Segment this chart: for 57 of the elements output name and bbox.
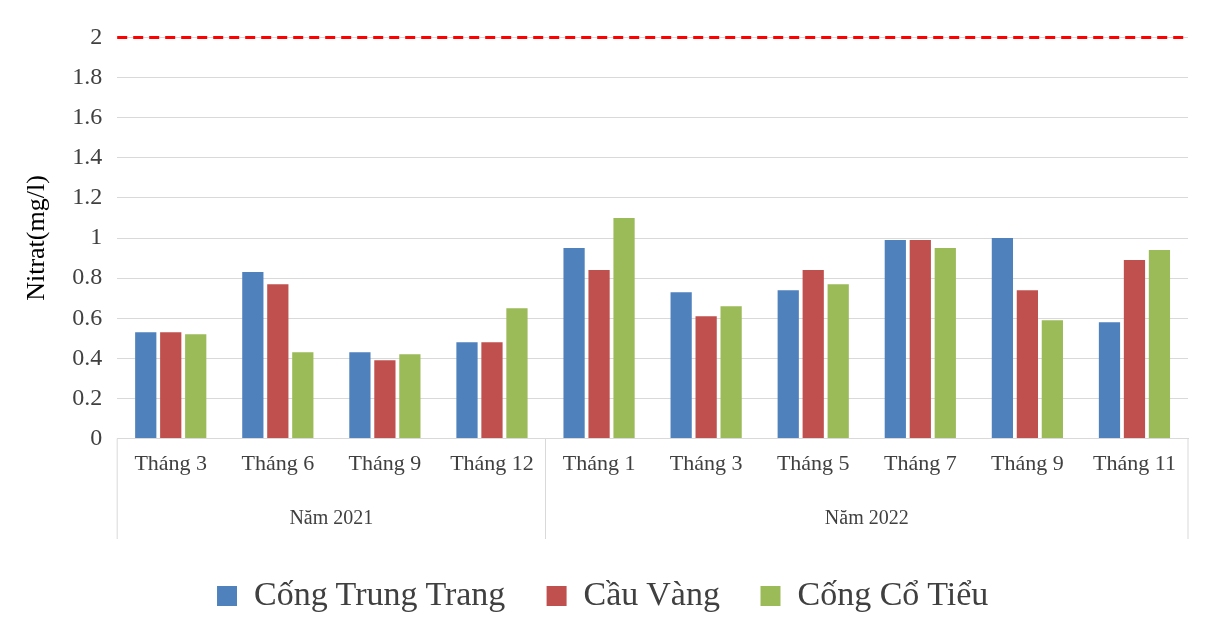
- bar: [1098, 322, 1121, 439]
- x-tick-label: Tháng 11: [1093, 449, 1176, 475]
- bar: [135, 332, 157, 439]
- x-tick-label: Tháng 3: [669, 449, 743, 475]
- y-tick-label: 2: [90, 22, 103, 49]
- bar: [563, 248, 585, 439]
- x-tick-label: Tháng 3: [134, 449, 208, 475]
- bar: [588, 270, 610, 439]
- x-tick-label: Tháng 6: [241, 449, 315, 475]
- text: Năm 2021: [289, 506, 374, 529]
- x-tick-label: Tháng 9: [348, 449, 422, 475]
- y-axis-title: Nitrat(mg/l): [21, 175, 51, 301]
- bar: [827, 284, 849, 439]
- y-tick-label: 0.6: [72, 303, 103, 330]
- bar: [292, 352, 314, 439]
- bar: [991, 238, 1014, 439]
- bar: [185, 334, 207, 439]
- bar: [506, 308, 528, 439]
- bar: [399, 354, 421, 439]
- bar: [695, 316, 717, 439]
- bar: [613, 217, 635, 439]
- bar: [909, 240, 931, 439]
- y-tick-label: 1.6: [72, 102, 103, 129]
- bar: [884, 240, 906, 439]
- y-tick-label: 1: [90, 223, 103, 250]
- bar: [349, 352, 371, 439]
- x-tick-label: Tháng 5: [776, 449, 850, 475]
- text: Năm 2022: [824, 506, 909, 529]
- bar: [481, 342, 503, 439]
- bar: [1148, 250, 1171, 439]
- legend-label: Cống Cổ Tiểu: [797, 574, 989, 612]
- y-tick-label: 0: [90, 423, 103, 450]
- legend-label: Cầu Vàng: [583, 574, 720, 612]
- legend-label: Cống Trung Trang: [254, 574, 506, 612]
- bar: [777, 290, 799, 439]
- bar: [1041, 320, 1063, 439]
- y-tick-label: 1.8: [72, 62, 103, 89]
- bar: [1123, 260, 1146, 439]
- x-tick-label: Tháng 1: [562, 449, 636, 475]
- bar: [242, 272, 264, 439]
- x-tick-label: Tháng 12: [450, 449, 534, 475]
- y-tick-label: 1.2: [72, 183, 103, 210]
- y-tick-label: 0.4: [72, 343, 103, 370]
- y-tick-label: 0.2: [72, 383, 103, 410]
- bar: [802, 270, 824, 439]
- bar: [374, 360, 396, 439]
- bar: [456, 342, 478, 439]
- bar: [934, 248, 956, 439]
- bar: [720, 306, 742, 439]
- bar: [670, 292, 692, 439]
- x-tick-label: Tháng 9: [991, 449, 1064, 475]
- y-tick-label: 1.4: [72, 143, 103, 170]
- y-tick-label: 0.8: [72, 263, 103, 290]
- bar: [1016, 290, 1038, 439]
- bar: [160, 332, 182, 439]
- bar: [267, 284, 289, 439]
- x-tick-label: Tháng 7: [883, 449, 957, 475]
